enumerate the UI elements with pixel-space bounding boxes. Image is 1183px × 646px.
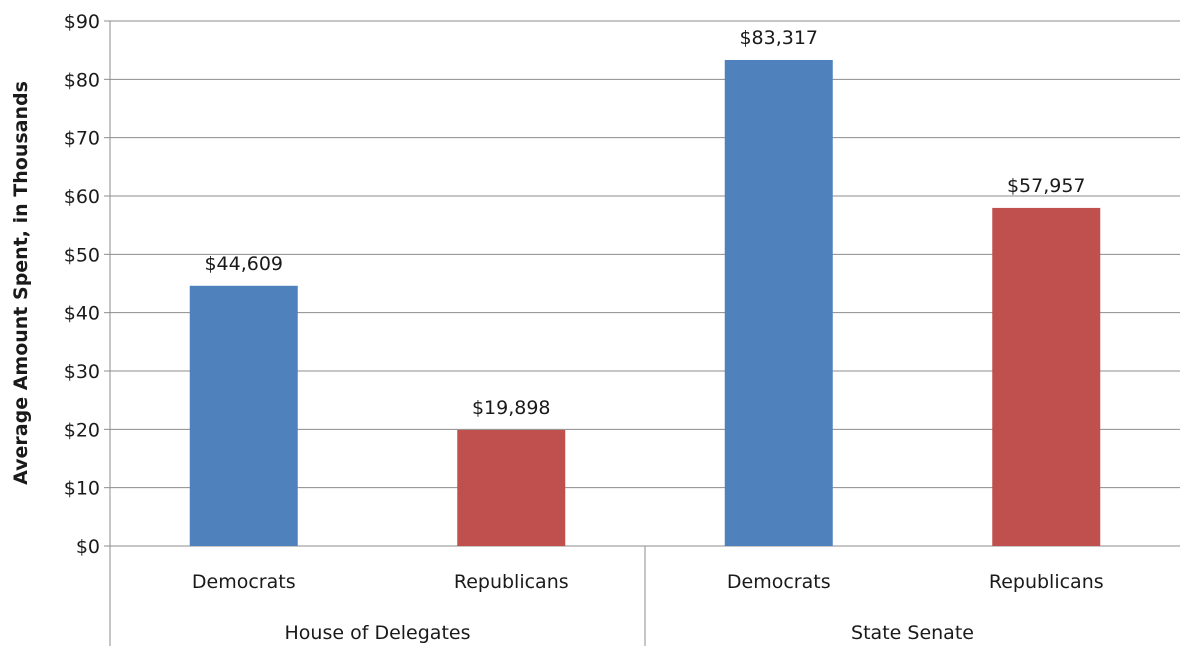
y-tick-label: $70 [64, 128, 100, 150]
x-group-label: House of Delegates [285, 622, 471, 644]
data-label: $44,609 [204, 253, 283, 275]
y-tick-label: $30 [64, 361, 100, 383]
bar [457, 429, 566, 546]
bar [724, 59, 833, 547]
data-label: $57,957 [1007, 175, 1086, 197]
bars [189, 59, 1101, 547]
y-tick-label: $80 [64, 69, 100, 91]
bar [189, 285, 298, 546]
y-tick-label: $10 [64, 478, 100, 500]
y-axis-title: Average Amount Spent, in Thousands [10, 81, 32, 485]
y-tick-label: $90 [64, 11, 100, 33]
labels: $0 $10 $20 $30 $40 $50 $60 $70 $80 $90 $44,609 Demo… [64, 11, 1104, 644]
x-category-label: Democrats [192, 571, 296, 593]
data-label: $83,317 [739, 27, 818, 49]
x-category-label: Republicans [989, 571, 1104, 593]
x-group-label: State Senate [851, 622, 974, 644]
y-tick-label: $40 [64, 303, 100, 325]
bar [992, 207, 1101, 547]
x-category-label: Republicans [454, 571, 569, 593]
y-tick-label: $20 [64, 419, 100, 441]
y-tick-label: $60 [64, 186, 100, 208]
y-tick-label: $50 [64, 244, 100, 266]
data-label: $19,898 [472, 397, 551, 419]
y-tick-label: $0 [76, 536, 100, 558]
x-category-label: Democrats [727, 571, 831, 593]
